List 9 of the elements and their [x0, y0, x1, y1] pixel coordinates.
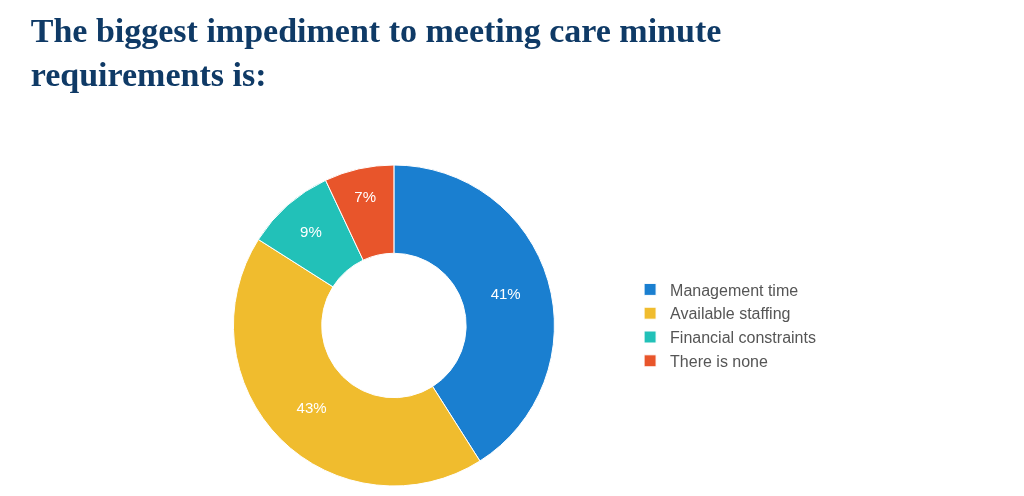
data-label: 9% [300, 222, 322, 240]
data-label: 43% [296, 399, 327, 417]
legend-label: Available staffing [670, 305, 791, 323]
legend-label: There is none [670, 353, 769, 371]
data-label: 41% [490, 284, 521, 302]
data-label: 7% [354, 188, 377, 206]
legend-label: Management time [670, 281, 799, 299]
legend-label: Financial constraints [670, 329, 816, 347]
chart-title: The biggest impediment to meeting care minute requirements is: [30, 12, 722, 94]
